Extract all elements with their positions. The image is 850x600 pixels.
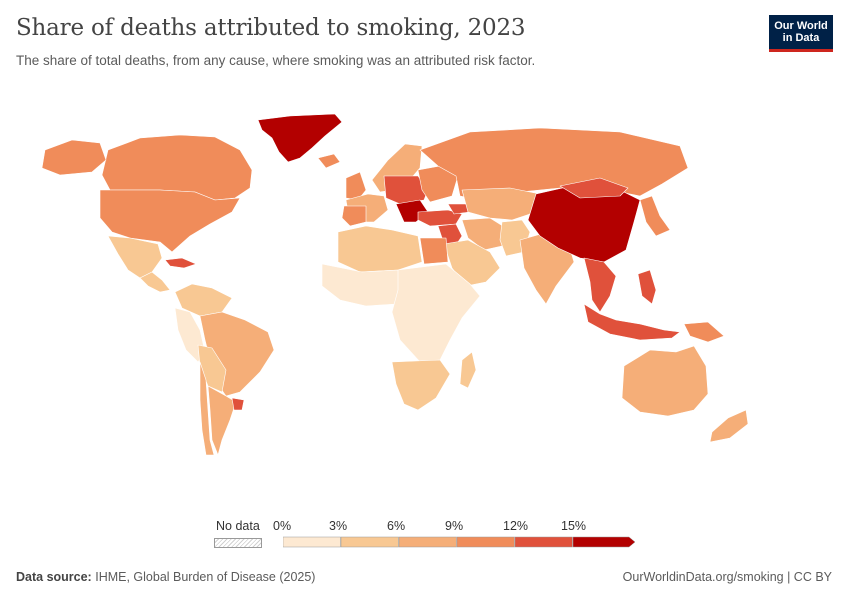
map-region-colombia-venezuela[interactable] xyxy=(174,283,233,317)
map-region-iceland[interactable] xyxy=(317,153,341,169)
map-region-russia[interactable] xyxy=(419,127,689,201)
map-region-mongolia[interactable] xyxy=(559,177,629,199)
map-region-alaska[interactable] xyxy=(41,139,107,176)
legend-no-data-swatch[interactable] xyxy=(214,538,262,548)
footer-link[interactable]: OurWorldinData.org/smoking | CC BY xyxy=(622,570,832,584)
data-source: Data source: IHME, Global Burden of Dise… xyxy=(16,570,315,584)
logo-line-1: Our World xyxy=(774,20,828,32)
legend-bin-2[interactable] xyxy=(398,536,457,548)
map-region-kazakhstan-central-asia[interactable] xyxy=(461,187,541,221)
map-region-central-east-africa[interactable] xyxy=(391,263,481,363)
map-region-chile[interactable] xyxy=(199,361,215,456)
legend-bin-3[interactable] xyxy=(456,536,515,548)
map-region-central-america[interactable] xyxy=(139,271,171,293)
world-map xyxy=(41,113,749,456)
legend-tick-2: 6% xyxy=(387,519,406,533)
map-region-southern-africa[interactable] xyxy=(391,359,451,411)
data-source-text: IHME, Global Burden of Disease (2025) xyxy=(95,570,316,584)
map-region-argentina[interactable] xyxy=(207,385,237,456)
legend-bin-4[interactable] xyxy=(514,536,573,548)
map-region-new-zealand[interactable] xyxy=(709,409,749,443)
map-region-philippines[interactable] xyxy=(637,269,657,305)
map-region-egypt[interactable] xyxy=(419,237,449,265)
legend-tick-5: 15% xyxy=(561,519,587,533)
map-region-papua[interactable] xyxy=(683,321,725,343)
map-region-southeast-asia[interactable] xyxy=(583,257,617,313)
map-region-central-europe[interactable] xyxy=(383,175,429,205)
chart-title: Share of deaths attributed to smoking, 2… xyxy=(16,15,526,41)
map-region-australia[interactable] xyxy=(621,345,709,417)
map-region-indonesia[interactable] xyxy=(583,303,681,341)
legend-bin-5[interactable] xyxy=(572,536,636,548)
legend-no-data-label: No data xyxy=(216,519,260,533)
legend-color-scale xyxy=(283,536,636,548)
legend-bin-0[interactable] xyxy=(283,536,341,548)
map-region-madagascar[interactable] xyxy=(459,351,477,389)
map-region-iberia[interactable] xyxy=(341,205,367,227)
map-region-north-africa[interactable] xyxy=(337,225,423,273)
map-region-uk-ireland[interactable] xyxy=(345,171,367,201)
data-source-label: Data source: xyxy=(16,570,92,584)
map-region-usa[interactable] xyxy=(99,189,241,253)
legend-tick-4: 12% xyxy=(503,519,529,533)
legend-tick-0: 0% xyxy=(273,519,292,533)
legend-bin-1[interactable] xyxy=(340,536,399,548)
map-region-korea-japan[interactable] xyxy=(639,195,671,237)
chart-subtitle: The share of total deaths, from any caus… xyxy=(16,53,536,68)
legend-tick-1: 3% xyxy=(329,519,348,533)
map-region-uruguay[interactable] xyxy=(231,397,245,411)
map-region-mexico[interactable] xyxy=(107,235,163,279)
owid-logo[interactable]: Our World in Data xyxy=(769,15,833,52)
map-region-greenland[interactable] xyxy=(257,113,343,163)
logo-line-2: in Data xyxy=(782,32,820,44)
map-region-cuba[interactable] xyxy=(164,257,197,269)
legend-tick-3: 9% xyxy=(445,519,464,533)
